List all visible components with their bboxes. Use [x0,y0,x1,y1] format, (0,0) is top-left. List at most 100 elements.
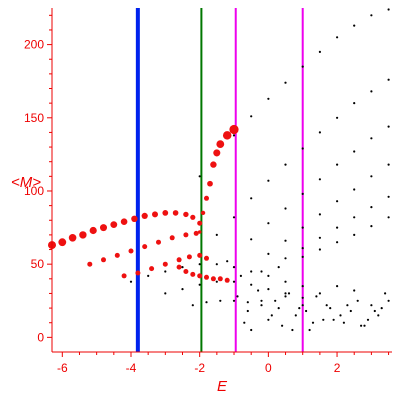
black-state-point [232,280,236,283]
red-state-point [141,212,148,219]
black-state-point [284,207,287,210]
black-state-point [301,255,304,258]
x-tick-label: -4 [126,361,137,375]
black-state-point [353,188,356,191]
black-state-point [387,8,390,11]
black-state-point [318,50,321,54]
y-axis-label: <M> [11,174,41,191]
black-state-point [250,197,253,200]
red-state-point [68,234,77,242]
black-state-point [198,175,201,178]
black-state-point [284,163,287,166]
black-state-point [301,147,304,150]
black-state-point [274,299,277,302]
black-state-point [318,131,321,134]
red-state-point [156,239,161,245]
black-state-point [353,233,356,236]
black-state-point [267,222,270,225]
black-state-point [198,283,201,286]
red-state-point [186,254,192,260]
black-state-point [370,304,373,307]
black-state-point [353,24,356,27]
black-state-point [191,304,194,307]
black-state-point [311,321,315,324]
red-state-point [172,210,179,216]
black-state-point [277,307,280,310]
black-state-point [232,134,236,137]
y-tick-label: 0 [37,330,44,344]
red-state-point [190,271,196,277]
black-state-point [353,102,356,105]
x-axis-label: E [217,378,228,395]
black-state-point [215,280,218,283]
black-state-point [205,301,208,304]
black-state-point [370,175,373,178]
vertical-lines [135,8,304,352]
red-state-point [162,261,168,267]
black-state-point [270,314,273,317]
black-state-point [315,295,318,298]
black-state-point [281,324,284,327]
black-state-point [336,241,339,244]
black-state-point [250,238,253,241]
red-state-point [207,180,213,187]
black-state-point [260,304,263,307]
black-state-point [318,236,321,239]
red-state-point [162,210,169,216]
red-state-point [58,238,67,247]
black-state-point [318,292,321,295]
black-state-point [301,304,304,307]
red-state-point [183,211,189,218]
red-state-point [204,274,209,280]
black-state-point [301,285,304,288]
black-state-point [318,213,321,216]
black-state-point [370,14,373,17]
red-state-point [229,124,239,135]
red-state-point [204,195,209,201]
black-state-point [164,270,167,273]
black-state-point [336,36,339,39]
black-state-point [387,125,390,128]
red-state-point [213,149,221,157]
red-state-point [120,218,128,225]
black-state-point [246,301,249,304]
red-state-point [224,277,230,283]
red-state-point [89,226,97,235]
black-state-point [164,292,167,295]
black-state-point [305,309,308,313]
black-state-point [336,200,339,203]
red-state-point [222,131,232,140]
black-state-point [336,163,339,166]
black-state-point [267,318,270,321]
red-state-point [176,257,182,263]
x-tick-label: -6 [57,361,68,375]
black-state-point [301,65,304,68]
red-state-point [100,224,107,232]
y-tick-label: 150 [24,111,44,125]
black-state-point [342,321,345,324]
red-state-point [193,230,199,236]
black-state-point [294,314,297,317]
red-state-point [152,211,158,218]
black-state-point [267,274,270,277]
black-state-point [360,324,363,327]
black-state-point [363,324,366,327]
red-state-point [176,264,182,270]
data-points [48,8,390,332]
red-state-point [110,221,118,229]
black-state-point [267,252,270,255]
black-state-point [232,266,236,269]
red-state-point [197,230,202,234]
red-state-point [183,232,189,238]
red-state-point [197,273,203,279]
black-state-point [301,247,304,250]
black-state-point [387,299,390,302]
x-tick-label: 2 [334,361,341,375]
red-state-point [128,248,134,254]
black-state-point [236,295,239,298]
black-state-point [260,270,263,273]
red-state-point [131,215,138,222]
y-tick-label: 50 [31,257,45,271]
black-state-point [318,178,321,181]
red-state-point [183,269,189,274]
